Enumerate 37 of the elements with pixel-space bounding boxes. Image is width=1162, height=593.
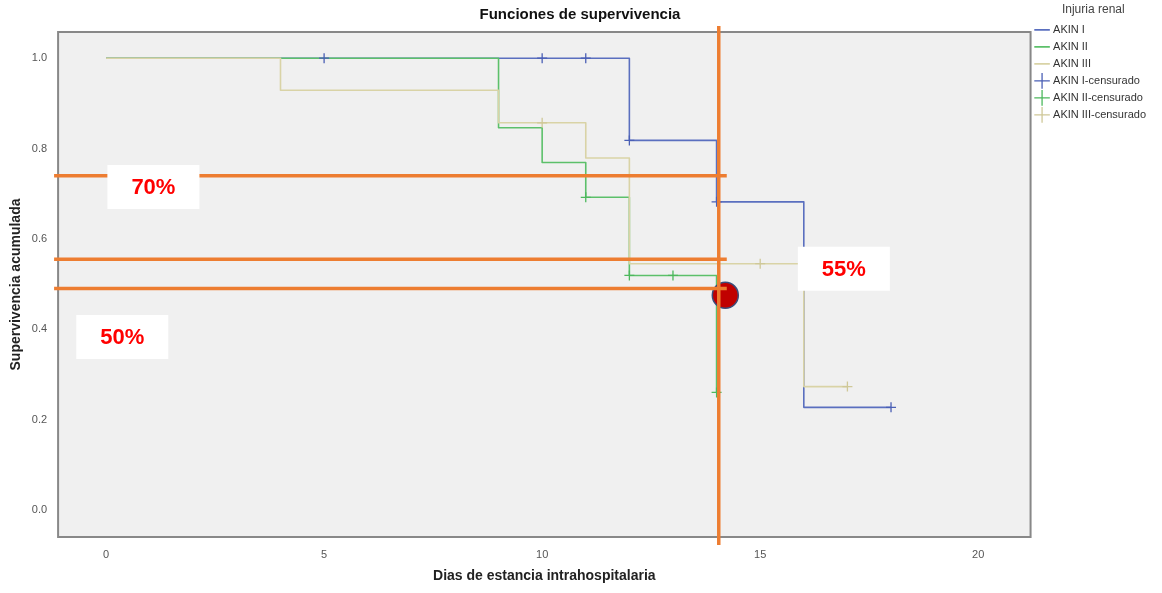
legend-label: AKIN III-censurado (1053, 107, 1147, 120)
point (841, 380, 854, 393)
y-tick-label: 0.8 (31, 141, 48, 154)
point (580, 52, 592, 64)
y-tick-label: 1.0 (31, 51, 48, 64)
legend-label: AKIN II-censurado (1053, 90, 1143, 103)
y-tick-label: 0.2 (31, 412, 48, 425)
x-tick-label: 15 (754, 547, 767, 560)
annotation: 70% (131, 174, 176, 200)
x-tick-label: 5 (321, 547, 328, 560)
point (710, 386, 723, 399)
chart-title: Funciones de supervivencia (479, 5, 682, 23)
point (536, 117, 548, 129)
legend-label: AKIN II (1053, 39, 1088, 52)
legend-title: Injuria renal (1061, 2, 1125, 17)
point (667, 269, 679, 282)
x-tick-label: 20 (972, 547, 985, 560)
point (536, 52, 548, 64)
x-tick-label: 0 (103, 547, 110, 560)
point (754, 258, 766, 270)
legend-label: AKIN I (1053, 22, 1085, 35)
annotation: 50% (100, 324, 145, 350)
point (710, 196, 723, 208)
y-axis-title: Supervivencia acumulada (7, 198, 24, 371)
legend-label: AKIN I-censurado (1053, 73, 1140, 86)
point (885, 401, 897, 414)
point (318, 52, 330, 64)
y-tick-label: 0.0 (31, 502, 48, 515)
annotation: 55% (821, 255, 866, 281)
x-axis-title: Dias de estancia intrahospitalaria (433, 567, 656, 584)
point (623, 134, 636, 147)
x-tick-label: 10 (536, 547, 549, 560)
legend-label: AKIN III (1053, 56, 1091, 69)
y-tick-label: 0.4 (31, 322, 48, 335)
point (623, 269, 636, 282)
y-tick-label: 0.6 (31, 231, 48, 244)
point (580, 191, 592, 203)
